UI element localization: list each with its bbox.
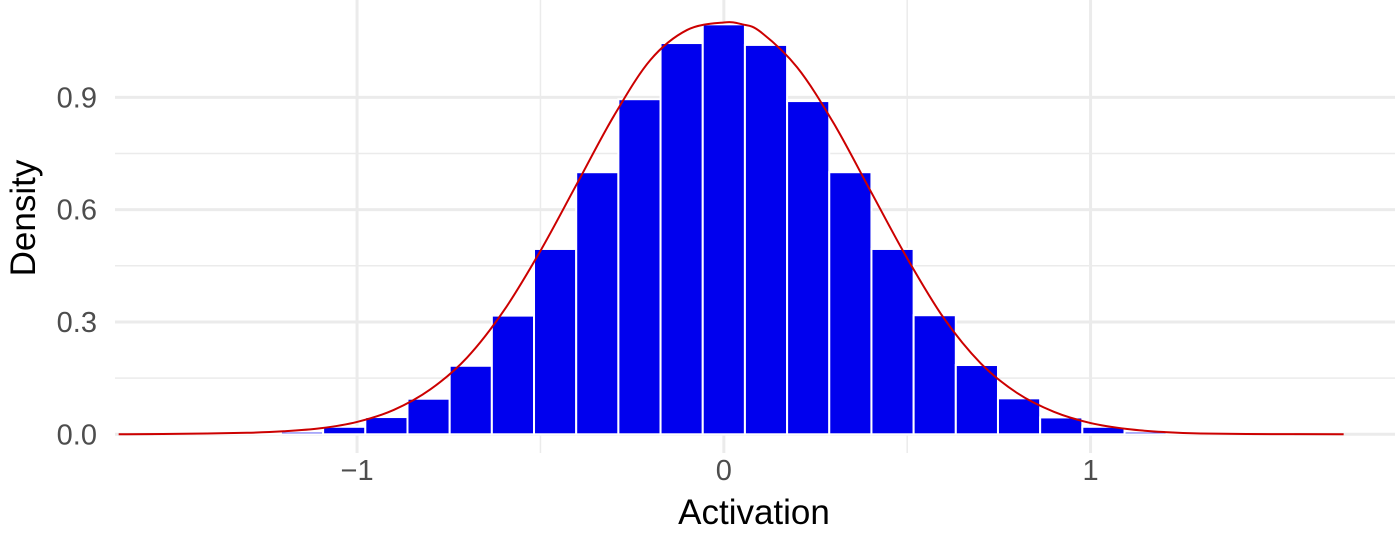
histogram-bar [828, 171, 873, 436]
histogram-bar [743, 43, 789, 436]
density-curve [118, 21, 1344, 436]
histogram-bar [912, 314, 957, 436]
histogram-bar [490, 314, 536, 436]
histogram-bar [786, 100, 831, 436]
histogram-bar [870, 247, 915, 436]
histogram-bar [364, 416, 409, 436]
histogram-bars [153, 23, 1295, 436]
x-tick-label: 1 [1083, 455, 1099, 487]
histogram-bar [448, 364, 493, 436]
histogram-bar [659, 42, 704, 436]
histogram-bar [406, 397, 451, 436]
y-tick-label: 0.3 [57, 307, 97, 339]
histogram-bar [701, 23, 746, 436]
histogram-bar [617, 98, 662, 436]
y-axis-ticks: 0.0 0.3 0.6 0.9 [57, 82, 97, 451]
histogram-bar [533, 247, 578, 436]
y-tick-label: 0.9 [57, 82, 97, 114]
histogram-bar [996, 397, 1042, 436]
x-tick-label: 0 [716, 455, 732, 487]
histogram-bar [1081, 425, 1126, 436]
y-tick-label: 0.6 [57, 195, 97, 227]
x-tick-label: −1 [341, 455, 374, 487]
x-axis-title: Activation [678, 493, 830, 532]
histogram-bar [954, 364, 999, 436]
x-axis-ticks: −1 0 1 [341, 455, 1099, 487]
y-tick-label: 0.0 [57, 419, 97, 451]
y-axis-title: Density [4, 159, 43, 276]
density-curve-layer [118, 21, 1344, 436]
histogram-bar [575, 171, 620, 436]
